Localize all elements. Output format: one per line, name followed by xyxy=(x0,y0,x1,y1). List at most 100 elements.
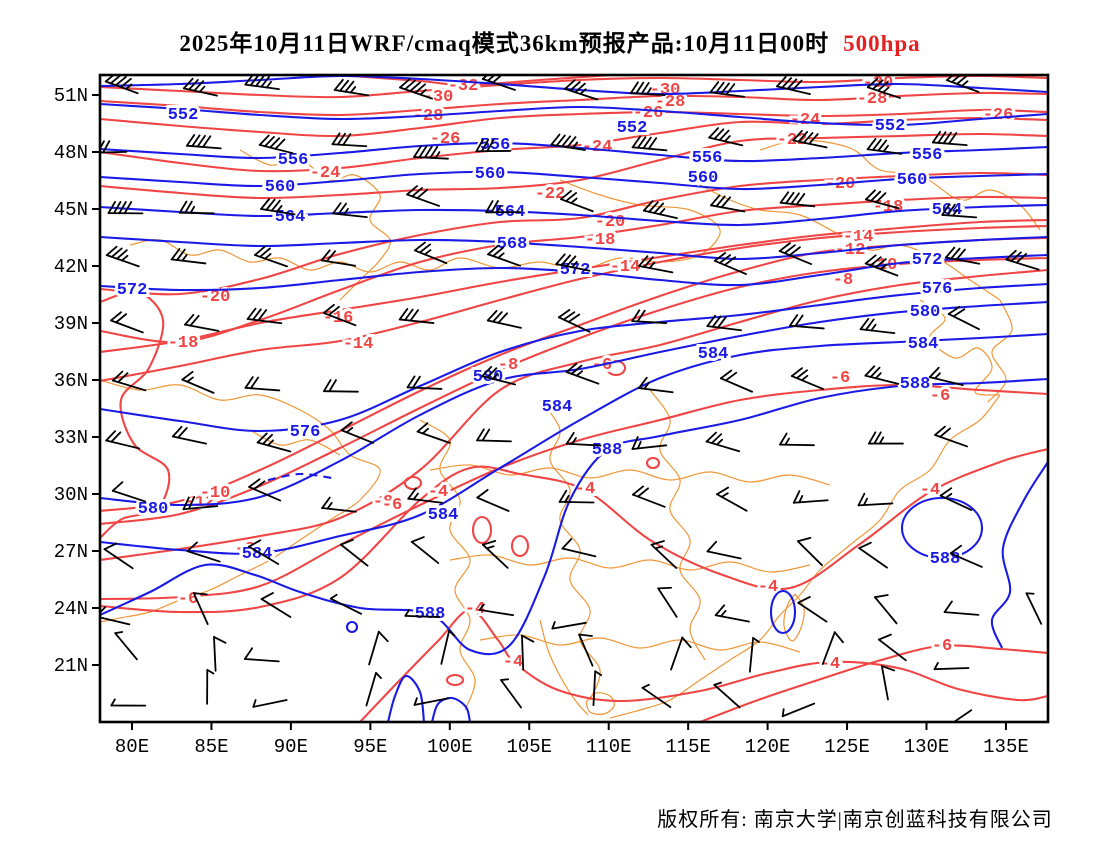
wind-barb xyxy=(486,309,522,329)
wind-barb xyxy=(709,81,745,98)
wind-barb xyxy=(565,431,602,447)
height-contour-label: 584 xyxy=(908,335,939,354)
wind-barb xyxy=(114,631,138,661)
wind-barb xyxy=(213,635,227,672)
lat-tick-label: 36N xyxy=(54,370,88,392)
lon-tick-label: 105E xyxy=(506,736,552,758)
height-contour-label: 576 xyxy=(290,423,321,442)
wind-barb xyxy=(178,200,215,215)
wind-barb xyxy=(706,314,742,332)
wind-barb xyxy=(943,600,980,616)
wind-barb xyxy=(555,253,591,272)
wind-barb xyxy=(244,75,280,91)
wind-barb xyxy=(181,370,215,394)
wind-barb xyxy=(321,496,357,513)
wind-barb xyxy=(475,138,512,153)
wind-barb xyxy=(857,492,894,507)
wind-barb xyxy=(329,593,363,615)
wind-barb xyxy=(558,489,595,504)
wind-barb xyxy=(705,431,741,453)
wind-barb xyxy=(112,370,147,392)
map-frame xyxy=(98,73,1050,724)
wind-barb xyxy=(631,135,668,152)
wind-barb xyxy=(487,244,521,267)
wind-barb xyxy=(248,539,280,565)
wind-barb xyxy=(797,596,828,623)
wind-barb xyxy=(260,197,296,216)
height-contour-label: 588 xyxy=(900,375,931,394)
temperature-contour-label: -4 xyxy=(575,480,595,499)
wind-barb xyxy=(104,75,139,95)
wind-barb xyxy=(368,630,389,666)
wind-barb xyxy=(1025,592,1043,625)
lat-tick-label: 21N xyxy=(54,655,88,677)
wind-barb xyxy=(478,603,515,617)
wind-barb xyxy=(252,699,288,708)
wind-barb xyxy=(864,365,900,385)
wind-barb xyxy=(949,544,983,568)
height-contour-label: 560 xyxy=(265,178,296,197)
title-pressure-level: 500hpa xyxy=(843,31,921,56)
height-contour-label: 560 xyxy=(897,171,928,190)
lat-tick-label: 30N xyxy=(54,484,88,506)
height-contour-label: 580 xyxy=(910,303,941,322)
wind-barb xyxy=(792,129,828,149)
wind-barb xyxy=(713,252,747,275)
wind-barb xyxy=(578,633,594,667)
wind-barb xyxy=(476,428,512,443)
lon-tick-label: 80E xyxy=(115,736,149,758)
wind-barb xyxy=(111,481,146,503)
wind-barb xyxy=(243,647,280,663)
wind-barb xyxy=(406,375,443,390)
wind-barb xyxy=(778,242,812,265)
wind-barb xyxy=(941,709,973,722)
temperature-contour-label: -6 xyxy=(930,387,950,406)
wind-barb xyxy=(413,697,449,706)
wind-barb xyxy=(440,629,456,665)
wind-barb xyxy=(244,376,281,392)
wind-barb xyxy=(110,311,144,334)
wind-barb xyxy=(320,249,357,267)
wind-barb xyxy=(398,308,435,324)
wind-barb xyxy=(105,430,141,450)
lat-tick-label: 42N xyxy=(54,256,88,278)
temperature-contour-label: -22 xyxy=(535,185,566,204)
wind-barb xyxy=(481,75,516,91)
wind-barb xyxy=(864,189,900,210)
lat-tick-label: 39N xyxy=(54,313,88,335)
wind-barb xyxy=(557,309,591,333)
lat-tick-label: 27N xyxy=(54,541,88,563)
wind-barb xyxy=(561,538,597,558)
height-contour-label: 552 xyxy=(617,119,648,138)
lon-tick-label: 135E xyxy=(983,736,1029,758)
wind-barb xyxy=(792,490,829,504)
wind-barb xyxy=(182,77,218,97)
lon-tick-label: 85E xyxy=(194,736,228,758)
temperature-contour-label: -10 xyxy=(200,484,231,503)
wind-barb xyxy=(880,665,896,701)
height-contour-label: 552 xyxy=(168,106,199,125)
wind-barb xyxy=(650,540,678,569)
wind-barb xyxy=(781,702,816,718)
wind-barb xyxy=(256,432,292,453)
height-contour-label: 560 xyxy=(688,169,719,188)
wind-barb xyxy=(254,245,288,268)
wind-barb xyxy=(404,608,441,618)
wind-barb xyxy=(340,421,375,444)
temperature-contour-label: -6 xyxy=(382,496,402,515)
wind-barb xyxy=(864,254,899,277)
wind-barb xyxy=(939,487,973,511)
wind-barb xyxy=(333,78,370,97)
lon-tick-label: 90E xyxy=(274,736,308,758)
wind-barb xyxy=(186,541,221,563)
wind-barb xyxy=(565,362,600,385)
wind-barb xyxy=(413,145,449,160)
wind-barb xyxy=(248,478,282,502)
wind-barb xyxy=(485,200,522,214)
wind-barb xyxy=(260,592,292,618)
wind-barb xyxy=(107,201,144,215)
wind-barb xyxy=(564,79,599,101)
height-contour-label: 588 xyxy=(930,550,961,569)
height-contour-label: 564 xyxy=(275,208,306,227)
wind-barb xyxy=(560,190,594,213)
